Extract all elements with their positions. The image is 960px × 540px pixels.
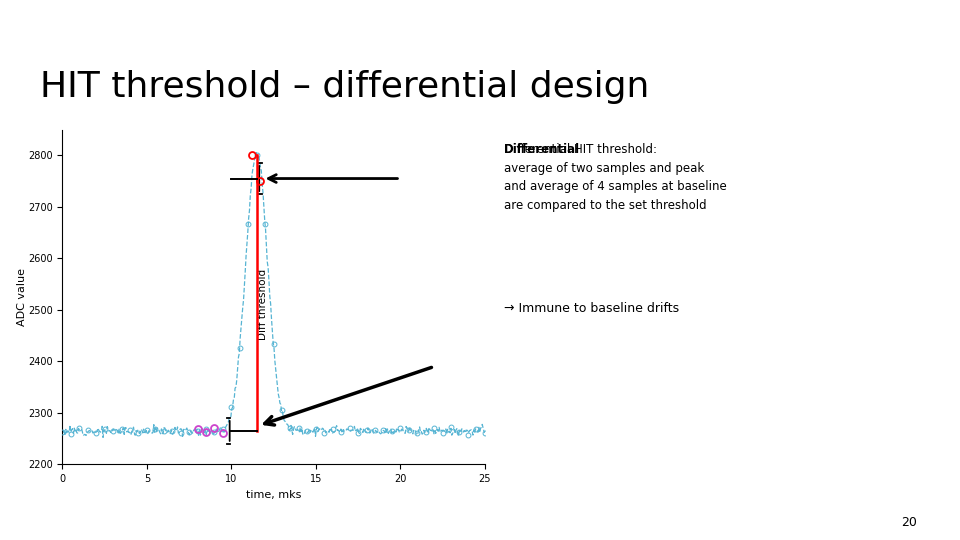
Text: 20: 20 <box>900 516 917 529</box>
Text: HIT threshold – differential design: HIT threshold – differential design <box>40 70 650 104</box>
Text: Differential: Differential <box>504 143 580 156</box>
Text: Diff threshold: Diff threshold <box>257 269 268 340</box>
Text: Differential HIT threshold:
average of two samples and peak
and average of 4 sam: Differential HIT threshold: average of t… <box>504 143 727 212</box>
X-axis label: time, mks: time, mks <box>246 490 301 500</box>
Text: → Immune to baseline drifts: → Immune to baseline drifts <box>504 302 679 315</box>
Y-axis label: ADC value: ADC value <box>16 268 27 326</box>
